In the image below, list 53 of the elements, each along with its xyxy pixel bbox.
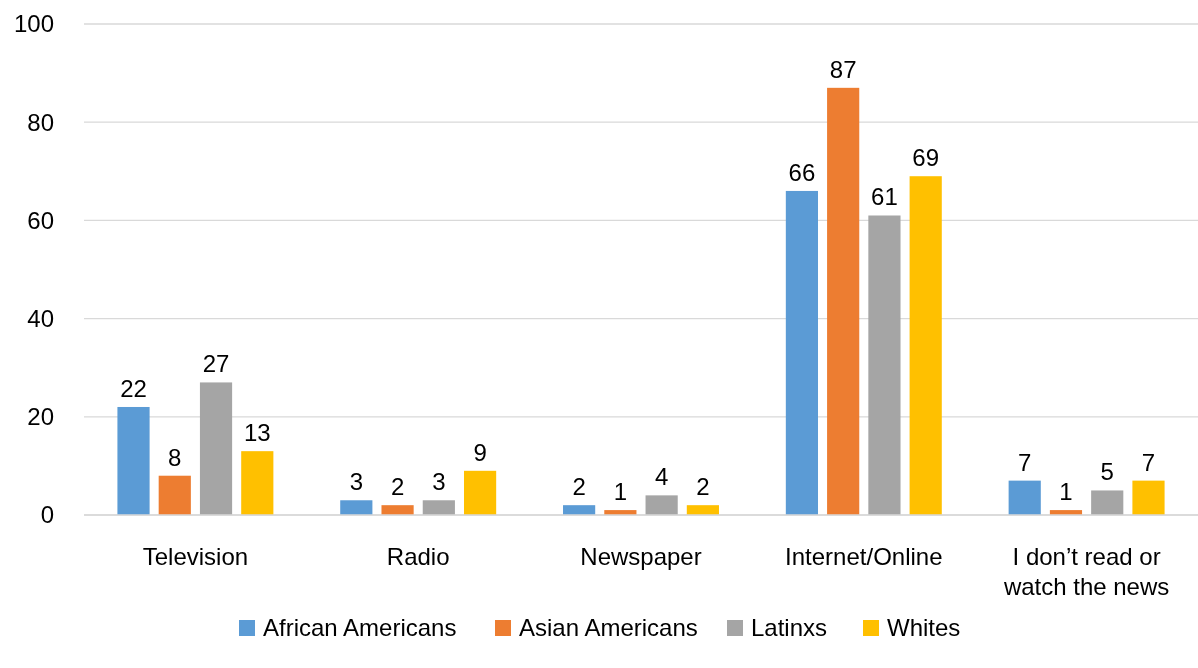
x-tick-label: Internet/Online [785, 543, 943, 570]
y-tick-label: 100 [13, 10, 54, 38]
bar [1132, 480, 1165, 515]
bar [827, 87, 860, 515]
data-label: 2 [572, 473, 586, 501]
bar [381, 505, 414, 515]
bar [563, 505, 596, 515]
bar [686, 505, 719, 515]
data-label: 61 [871, 183, 898, 211]
bar [645, 495, 678, 515]
data-label: 2 [696, 473, 710, 501]
data-label: 8 [168, 443, 182, 471]
data-label: 69 [912, 144, 940, 172]
y-tick-label: 40 [27, 305, 54, 332]
legend-label: Whites [887, 614, 961, 642]
data-label: 2 [390, 473, 405, 501]
data-label: 9 [473, 438, 487, 466]
y-tick-label: 0 [40, 501, 54, 529]
bar [1091, 490, 1124, 515]
x-tick-label: I don’t read or watch the news [1002, 543, 1170, 600]
legend-label: African Americans [263, 614, 457, 642]
bar [117, 406, 150, 515]
data-label: 3 [349, 468, 363, 496]
y-tick-label: 60 [27, 206, 54, 234]
y-tick-label: 80 [27, 108, 54, 136]
bar [199, 382, 233, 515]
data-label: 13 [243, 419, 271, 447]
bar [158, 475, 191, 515]
data-label: 1 [613, 478, 628, 506]
data-label: 1 [1059, 478, 1073, 506]
data-label: 27 [202, 350, 230, 378]
bar [464, 470, 497, 515]
x-tick-label: Radio [386, 543, 450, 570]
data-label: 3 [432, 468, 446, 496]
legend-label: Asian Americans [519, 614, 698, 642]
data-label: 5 [1100, 458, 1114, 486]
bar [868, 215, 901, 515]
data-label: 4 [654, 463, 669, 491]
legend-label: Latinxs [751, 614, 828, 642]
data-label: 66 [788, 158, 816, 186]
data-label: 87 [829, 55, 857, 83]
bar [785, 190, 818, 515]
y-tick-label: 20 [27, 403, 54, 431]
data-label: 7 [1141, 448, 1156, 476]
x-tick-label: Newspaper [580, 543, 702, 570]
bar [1008, 480, 1041, 515]
bar [422, 500, 455, 515]
x-tick-label: Television [142, 543, 249, 570]
data-label: 22 [120, 374, 147, 402]
bar [241, 451, 274, 515]
data-label: 7 [1018, 448, 1032, 476]
bar [909, 176, 942, 515]
bar [340, 500, 373, 515]
